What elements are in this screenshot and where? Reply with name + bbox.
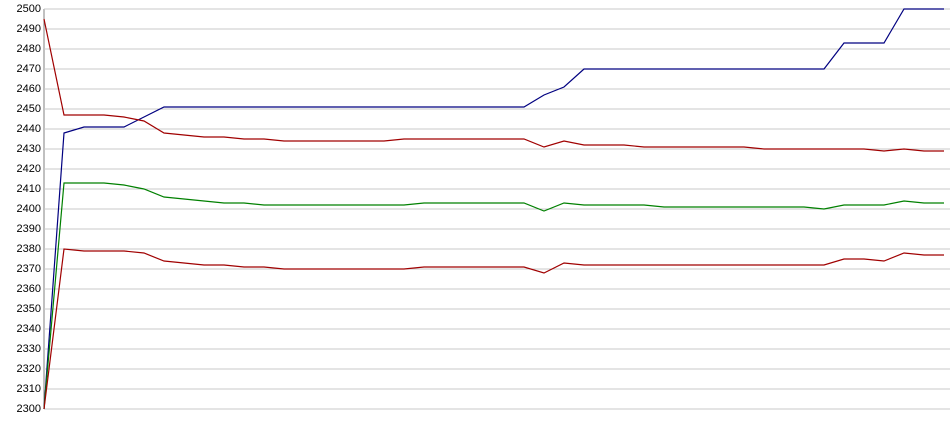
y-tick-label: 2450 [17, 103, 41, 115]
y-tick-label: 2460 [17, 83, 41, 95]
y-tick-label: 2370 [17, 263, 41, 275]
y-tick-label: 2440 [17, 123, 41, 135]
line-series [43, 18, 944, 152]
y-tick-label: 2380 [17, 243, 41, 255]
y-tick-label: 2490 [17, 23, 41, 35]
y-tick-label: 2500 [17, 3, 41, 15]
y-tick-label: 2480 [17, 43, 41, 55]
y-tick-label: 2320 [17, 363, 41, 375]
y-tick-label: 2300 [17, 403, 41, 415]
y-tick-label: 2410 [17, 183, 41, 195]
y-tick-label: 2400 [17, 203, 41, 215]
line-series [43, 8, 944, 410]
y-tick-label: 2360 [17, 283, 41, 295]
y-tick-label: 2430 [17, 143, 41, 155]
line-series [43, 182, 944, 410]
y-tick-label: 2330 [17, 343, 41, 355]
y-tick-label: 2310 [17, 383, 41, 395]
y-tick-label: 2470 [17, 63, 41, 75]
line-series [43, 248, 944, 410]
y-tick-label: 2340 [17, 323, 41, 335]
y-tick-label: 2420 [17, 163, 41, 175]
y-tick-label: 2390 [17, 223, 41, 235]
y-tick-label: 2350 [17, 303, 41, 315]
